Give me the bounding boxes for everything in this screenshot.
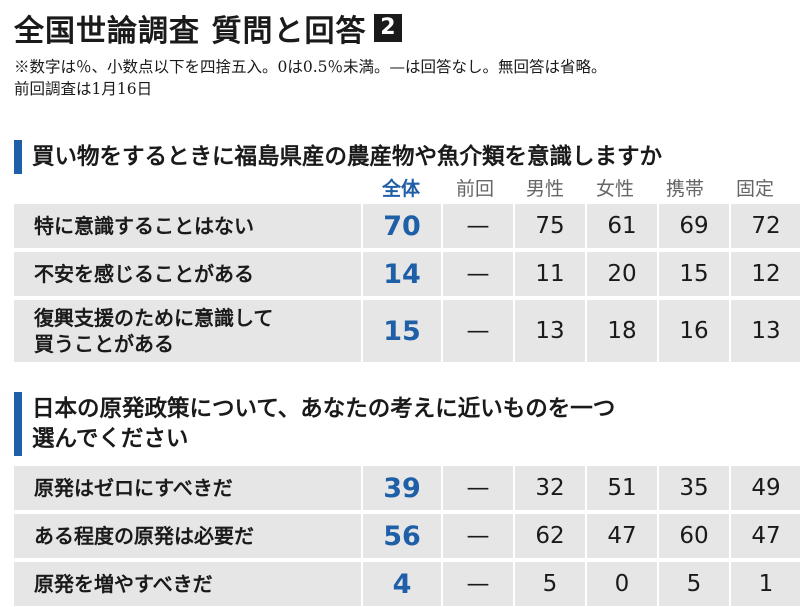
value-female: 18 [585,300,658,362]
value-male: 11 [513,252,586,296]
value-fixed: 47 [729,514,800,558]
value-prev: — [441,300,514,362]
value-all: 70 [361,204,442,248]
value-female: 61 [585,204,658,248]
row-label: ある程度の原発は必要だ [34,524,254,548]
column-header-mobile: 携帯 [665,178,704,200]
question-1-table: 特に意識することはない 70 — 75 61 69 72 不安を感じることがある… [14,204,800,362]
value-fixed: 12 [729,252,800,296]
value-fixed: 49 [729,466,800,510]
value-female: 51 [585,466,658,510]
value-male: 75 [513,204,586,248]
value-male: 13 [513,300,586,362]
value-male: 62 [513,514,586,558]
table-row: 不安を感じることがある 14 — 11 20 15 12 [14,252,800,296]
note-line-2: 前回調査は1月16日 [14,80,153,98]
note-line-1: ※数字は％、小数点以下を四捨五入。0は0.5％未満。—は回答なし。無回答は省略。 [14,58,607,76]
value-female: 0 [585,562,658,606]
title-text: 全国世論調査 質問と回答 [14,14,367,49]
question-2-table: 原発はゼロにすべきだ 39 — 32 51 35 49 ある程度の原発は必要だ … [14,466,800,606]
value-fixed: 1 [729,562,800,606]
question-2-line-1: 日本の原発政策について、あなたの考えに近いものを一つ [32,396,616,422]
value-male: 32 [513,466,586,510]
column-header-male: 男性 [525,178,564,200]
value-fixed: 72 [729,204,800,248]
value-all: 39 [361,466,442,510]
row-label-line-2: 買うことがある [34,332,174,356]
survey-note: ※数字は％、小数点以下を四捨五入。0は0.5％未満。—は回答なし。無回答は省略。… [14,56,794,100]
table-row: 復興支援のために意識して 買うことがある 15 — 13 18 16 13 [14,300,800,362]
page-title: 全国世論調査 質問と回答 2 [14,6,403,50]
value-mobile: 60 [657,514,730,558]
table-row: ある程度の原発は必要だ 56 — 62 47 60 47 [14,514,800,558]
value-mobile: 69 [657,204,730,248]
column-header-female: 女性 [595,178,634,200]
row-label: 特に意識することはない [34,214,254,238]
question-2-section: 日本の原発政策について、あなたの考えに近いものを一つ 選んでください 原発はゼロ… [14,392,800,606]
value-mobile: 16 [657,300,730,362]
value-male: 5 [513,562,586,606]
value-female: 20 [585,252,658,296]
value-prev: — [441,466,514,510]
value-all: 15 [361,300,442,362]
value-all: 14 [361,252,442,296]
table-row: 原発はゼロにすべきだ 39 — 32 51 35 49 [14,466,800,510]
value-prev: — [441,204,514,248]
row-label: 原発を増やすべきだ [34,572,213,596]
column-header-fixed: 固定 [735,178,774,200]
row-label: 不安を感じることがある [34,262,254,286]
column-header-prev: 前回 [455,178,494,200]
page-number-badge: 2 [374,14,403,42]
value-mobile: 35 [657,466,730,510]
value-prev: — [441,562,514,606]
table-row: 原発を増やすべきだ 4 — 5 0 5 1 [14,562,800,606]
row-label: 復興支援のために意識して 買うことがある [14,300,362,362]
table-row: 特に意識することはない 70 — 75 61 69 72 [14,204,800,248]
row-label: 原発はゼロにすべきだ [34,476,233,500]
column-header-all: 全体 [381,178,420,200]
value-female: 47 [585,514,658,558]
question-2-line-2: 選んでください [32,426,189,452]
question-1-section: 買い物をするときに福島県産の農産物や魚介類を意識しますか 全体 前回 男性 女性… [14,140,800,362]
value-prev: — [441,514,514,558]
value-mobile: 15 [657,252,730,296]
value-mobile: 5 [657,562,730,606]
question-2-heading: 日本の原発政策について、あなたの考えに近いものを一つ 選んでください [14,392,790,456]
value-all: 4 [361,562,442,606]
value-prev: — [441,252,514,296]
value-fixed: 13 [729,300,800,362]
question-1-heading: 買い物をするときに福島県産の農産物や魚介類を意識しますか [14,140,790,174]
value-all: 56 [361,514,442,558]
row-label-line-1: 復興支援のために意識して [34,306,274,330]
column-header-row: 全体 前回 男性 女性 携帯 固定 [14,174,790,204]
